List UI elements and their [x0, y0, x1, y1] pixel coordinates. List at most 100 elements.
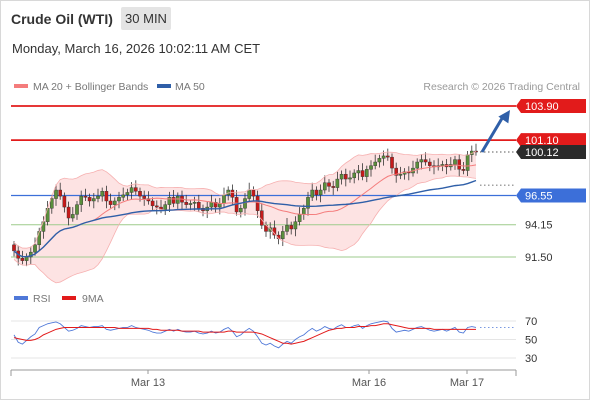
- candle-body: [314, 189, 319, 196]
- candle: [285, 218, 289, 236]
- candle-body: [192, 202, 197, 204]
- candle-body: [243, 198, 247, 209]
- candle-body: [289, 225, 294, 230]
- candle-body: [163, 204, 168, 210]
- candle-body: [306, 197, 310, 209]
- candle-body: [285, 225, 289, 232]
- bollinger-band-layer: [14, 151, 476, 283]
- rsi-legend-label: RSI: [33, 293, 51, 305]
- candle-body: [428, 161, 432, 166]
- x-tick-label: Mar 17: [450, 377, 484, 389]
- candle-body: [373, 161, 378, 166]
- candle: [121, 187, 125, 201]
- bollinger-upper-line: [13, 150, 477, 249]
- rsi-ma-line: [13, 323, 476, 345]
- candle-body: [331, 186, 336, 188]
- candle-body: [344, 173, 348, 180]
- candle: [352, 169, 357, 184]
- candle: [344, 168, 348, 187]
- candle: [281, 225, 285, 247]
- candle-body: [121, 194, 125, 198]
- candle-body: [62, 195, 67, 208]
- chart-datetime: Monday, March 16, 2026 10:02:11 AM CET: [12, 41, 261, 56]
- candle-body: [184, 202, 189, 205]
- candle: [394, 162, 399, 183]
- candle: [360, 163, 365, 181]
- candle: [415, 158, 420, 174]
- candle: [163, 200, 168, 215]
- candle-body: [79, 195, 83, 205]
- x-axis: Mar 13 Mar 16 Mar 17: [10, 369, 517, 389]
- level-label-103-90: 103.90: [516, 99, 586, 113]
- candle: [91, 193, 96, 209]
- candle-body: [348, 177, 352, 180]
- candle: [100, 187, 104, 202]
- candle: [251, 186, 256, 202]
- candle: [289, 221, 294, 235]
- candle: [133, 180, 138, 195]
- candle-body: [125, 192, 130, 196]
- candle: [318, 184, 323, 203]
- candle: [79, 190, 83, 212]
- candle: [230, 184, 235, 205]
- timeframe-button[interactable]: 30 MIN: [121, 7, 171, 30]
- candle-body: [138, 191, 142, 197]
- candle-body: [24, 256, 29, 261]
- candle: [108, 193, 113, 209]
- candle-body: [465, 154, 470, 171]
- level-label-bg: [516, 99, 586, 113]
- candle: [306, 191, 310, 216]
- candle-body: [268, 227, 273, 232]
- x-tick-label: Mar 13: [131, 377, 165, 389]
- candle: [268, 222, 273, 239]
- candle-body: [423, 159, 428, 163]
- candle-body: [318, 189, 323, 196]
- candle-body: [12, 244, 16, 252]
- candle: [331, 180, 336, 195]
- level-label-bg: [516, 188, 586, 203]
- candle: [419, 154, 424, 170]
- candle-body: [251, 189, 256, 197]
- rsi-legend-swatch: [14, 296, 28, 300]
- candle-body: [302, 208, 306, 215]
- candle: [335, 171, 340, 192]
- rsi-panel: 70 50 30: [11, 316, 537, 365]
- level-label-text: 94.15: [525, 220, 553, 232]
- candle-body: [50, 198, 54, 209]
- candle-body: [54, 189, 58, 199]
- candle: [373, 154, 378, 170]
- candle: [243, 193, 247, 216]
- candle-body: [100, 191, 104, 197]
- key-levels-layer: [11, 105, 516, 258]
- level-label-text: 103.90: [525, 101, 559, 113]
- candle-body: [37, 231, 41, 246]
- bollinger-lower-line: [13, 175, 477, 284]
- candle: [167, 191, 172, 212]
- candle: [20, 250, 25, 265]
- candle-body: [369, 165, 373, 170]
- candle-body: [386, 155, 390, 158]
- candle: [428, 158, 432, 172]
- candle-body: [415, 161, 420, 169]
- candle: [213, 198, 218, 213]
- level-label-91-50: 91.50: [525, 252, 553, 264]
- rsi-line: [13, 320, 477, 349]
- candle-body: [20, 258, 25, 261]
- candle-body: [222, 194, 226, 204]
- candle: [255, 190, 260, 219]
- candle-body: [213, 202, 218, 208]
- candle-body: [66, 206, 71, 219]
- forecast-arrow-shaft: [480, 114, 506, 153]
- candle-body: [96, 195, 100, 199]
- candle: [327, 179, 331, 192]
- rsi-tick-label: 30: [525, 353, 537, 365]
- forecast-arrow-head: [498, 110, 510, 124]
- candle: [175, 192, 180, 209]
- candle-body: [91, 198, 96, 202]
- rsi-tick-label: 70: [525, 316, 537, 328]
- candle-body: [129, 187, 134, 193]
- level-label-96-55: 96.55: [516, 188, 586, 203]
- candle: [33, 237, 37, 256]
- candle-body: [356, 170, 361, 174]
- candle-body: [457, 159, 462, 170]
